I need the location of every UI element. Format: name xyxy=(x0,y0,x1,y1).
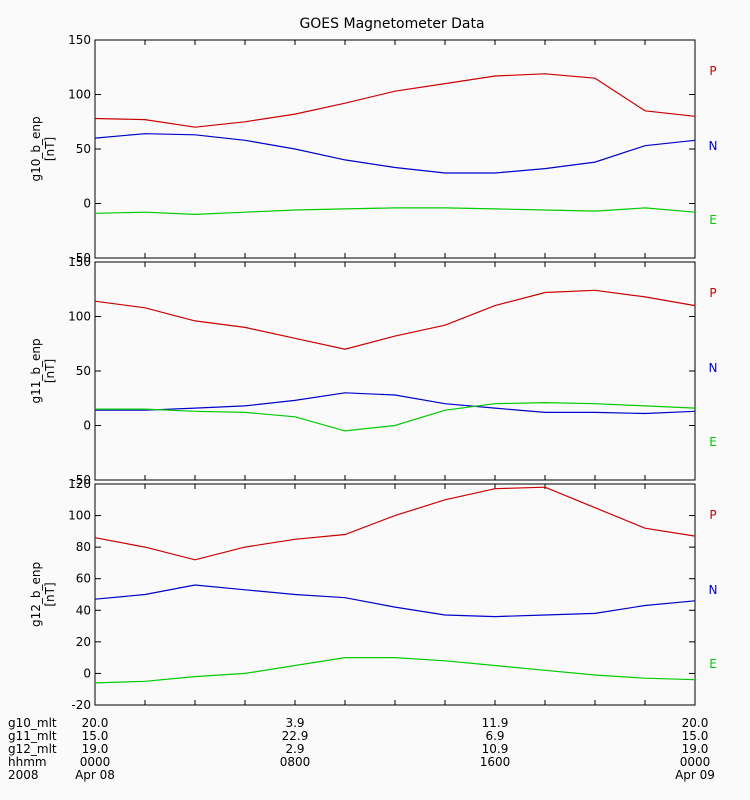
y-tick-label: 0 xyxy=(83,419,91,433)
x-table-cell: 20.0 xyxy=(682,716,709,730)
x-table-row-label: hhmm xyxy=(8,755,47,769)
x-table-cell: 10.9 xyxy=(482,742,509,756)
x-table-cell: 20.0 xyxy=(82,716,109,730)
x-table-cell: 15.0 xyxy=(82,729,109,743)
x-table-row-label: g12_mlt xyxy=(8,742,57,756)
x-table-row-label: g10_mlt xyxy=(8,716,57,730)
panel-frame-3 xyxy=(94,483,696,706)
panel-frame-2 xyxy=(94,261,696,481)
panel-frame-1 xyxy=(94,39,696,259)
series-line-p xyxy=(94,73,696,128)
x-table-cell: Apr 09 xyxy=(675,768,715,782)
x-table-cell: 1600 xyxy=(480,755,511,769)
x-table-row-label: g11_mlt xyxy=(8,729,57,743)
y-tick-label: 0 xyxy=(83,666,91,680)
series-line-p xyxy=(94,486,696,561)
x-table-cell: 19.0 xyxy=(82,742,109,756)
y-tick-label: -50 xyxy=(71,251,91,265)
y-axis-unit: [nT] xyxy=(43,359,57,383)
series-line-e xyxy=(94,656,696,684)
series-line-e xyxy=(94,207,696,216)
x-table-cell: 19.0 xyxy=(682,742,709,756)
legend-label-e: E xyxy=(709,213,717,227)
x-table-cell: 0000 xyxy=(680,755,711,769)
x-table-cell: 3.9 xyxy=(285,716,304,730)
legend-label-n: N xyxy=(709,139,718,153)
y-tick-label: 50 xyxy=(76,364,91,378)
y-tick-label: 40 xyxy=(76,603,91,617)
x-table-cell: 2.9 xyxy=(285,742,304,756)
x-table-cell: 22.9 xyxy=(282,729,309,743)
y-tick-label: 50 xyxy=(76,142,91,156)
y-tick-label: 60 xyxy=(76,572,91,586)
x-table-cell: 0000 xyxy=(80,755,111,769)
legend-label-n: N xyxy=(709,361,718,375)
y-tick-label: 20 xyxy=(76,635,91,649)
y-tick-label: 100 xyxy=(68,88,91,102)
y-tick-label: 150 xyxy=(68,33,91,47)
legend-label-n: N xyxy=(709,583,718,597)
y-tick-label: 150 xyxy=(68,255,91,269)
x-table-cell: 15.0 xyxy=(682,729,709,743)
series-line-n xyxy=(95,392,696,415)
series-line-e xyxy=(95,401,696,432)
y-tick-label: 100 xyxy=(68,310,91,324)
y-axis-label: g10_b_enp xyxy=(29,116,43,181)
legend-label-e: E xyxy=(709,435,717,449)
y-axis-label: g12_b_enp xyxy=(29,562,43,627)
chart-title: GOES Magnetometer Data xyxy=(299,16,484,32)
y-axis-label: g11_b_enp xyxy=(29,338,43,403)
legend-label-p: P xyxy=(709,286,716,300)
y-axis-unit: [nT] xyxy=(43,137,57,161)
legend-label-p: P xyxy=(709,64,716,78)
x-table-row-label: 2008 xyxy=(8,768,39,782)
legend-label-p: P xyxy=(709,508,716,522)
y-tick-label: 120 xyxy=(68,477,91,491)
x-table-cell: 6.9 xyxy=(485,729,504,743)
x-table-cell: Apr 08 xyxy=(75,768,115,782)
y-tick-label: 0 xyxy=(83,197,91,211)
y-tick-label: 80 xyxy=(76,540,91,554)
y-tick-label: -20 xyxy=(71,698,91,712)
series-line-n xyxy=(94,133,696,174)
y-tick-label: -50 xyxy=(71,473,91,487)
y-tick-label: 100 xyxy=(68,509,91,523)
series-line-n xyxy=(94,584,696,618)
y-axis-unit: [nT] xyxy=(43,582,57,606)
x-table-cell: 0800 xyxy=(280,755,311,769)
series-line-p xyxy=(94,289,696,350)
legend-label-e: E xyxy=(709,657,717,671)
x-table-cell: 11.9 xyxy=(482,716,509,730)
